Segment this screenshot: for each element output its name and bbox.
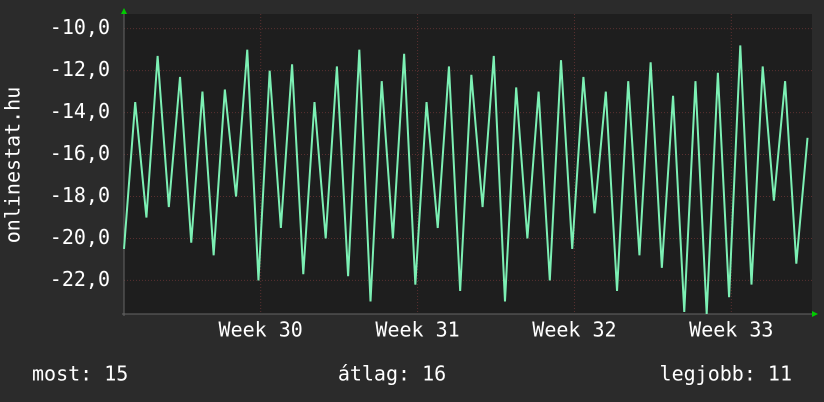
y-axis-label: onlinestat.hu (1, 87, 25, 244)
y-tick-label: -22,0 (50, 267, 110, 291)
x-tick-label: Week 33 (689, 318, 773, 342)
y-tick-label: -12,0 (50, 57, 110, 81)
y-tick-label: -18,0 (50, 183, 110, 207)
x-tick-label: Week 31 (375, 318, 459, 342)
x-axis-arrow (812, 311, 818, 317)
x-tick-label: Week 32 (532, 318, 616, 342)
footer-best: legjobb: 11 (660, 362, 792, 386)
y-tick-label: -16,0 (50, 141, 110, 165)
footer-current: most: 15 (32, 362, 128, 386)
data-line (123, 45, 809, 315)
footer-average: átlag: 16 (338, 362, 446, 386)
y-axis-arrow (121, 8, 127, 14)
y-tick-label: -10,0 (50, 15, 110, 39)
y-tick-label: -14,0 (50, 99, 110, 123)
y-tick-label: -20,0 (50, 225, 110, 249)
x-tick-label: Week 30 (219, 318, 303, 342)
